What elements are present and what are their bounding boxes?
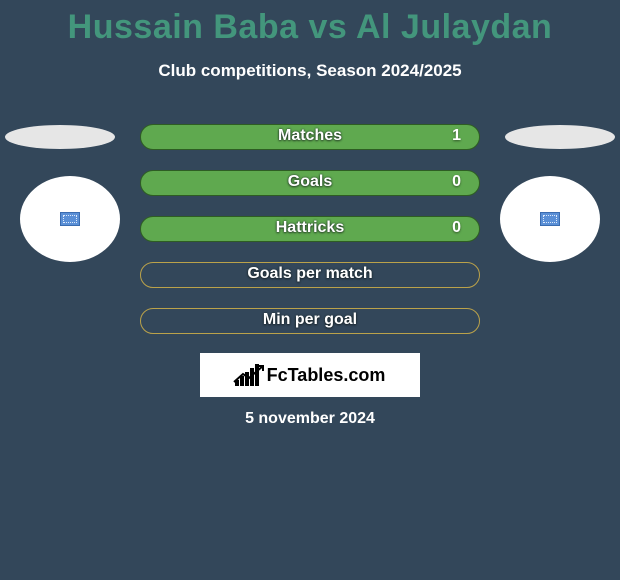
brand-text: FcTables.com <box>267 365 386 386</box>
stat-label: Hattricks <box>141 219 479 237</box>
stat-list: Matches1Goals0Hattricks0Goals per matchM… <box>140 124 480 354</box>
player-right-disc <box>505 125 615 149</box>
flag-icon <box>60 212 80 226</box>
stat-row: Hattricks0 <box>140 216 480 242</box>
stat-label: Goals <box>141 173 479 191</box>
stat-value: 0 <box>452 173 461 191</box>
bar-chart-icon <box>235 364 261 386</box>
date-text: 5 november 2024 <box>0 410 620 428</box>
stat-label: Matches <box>141 127 479 145</box>
page-title: Hussain Baba vs Al Julaydan <box>0 0 620 47</box>
player-left-disc <box>5 125 115 149</box>
stat-label: Min per goal <box>141 311 479 329</box>
flag-icon <box>540 212 560 226</box>
stat-row: Goals0 <box>140 170 480 196</box>
player-left-badge <box>20 176 120 262</box>
brand-badge: FcTables.com <box>200 353 420 397</box>
stat-value: 0 <box>452 219 461 237</box>
stat-row: Goals per match <box>140 262 480 288</box>
stat-value: 1 <box>452 127 461 145</box>
stat-row: Min per goal <box>140 308 480 334</box>
stat-label: Goals per match <box>141 265 479 283</box>
stat-row: Matches1 <box>140 124 480 150</box>
subtitle: Club competitions, Season 2024/2025 <box>0 61 620 81</box>
player-right-badge <box>500 176 600 262</box>
